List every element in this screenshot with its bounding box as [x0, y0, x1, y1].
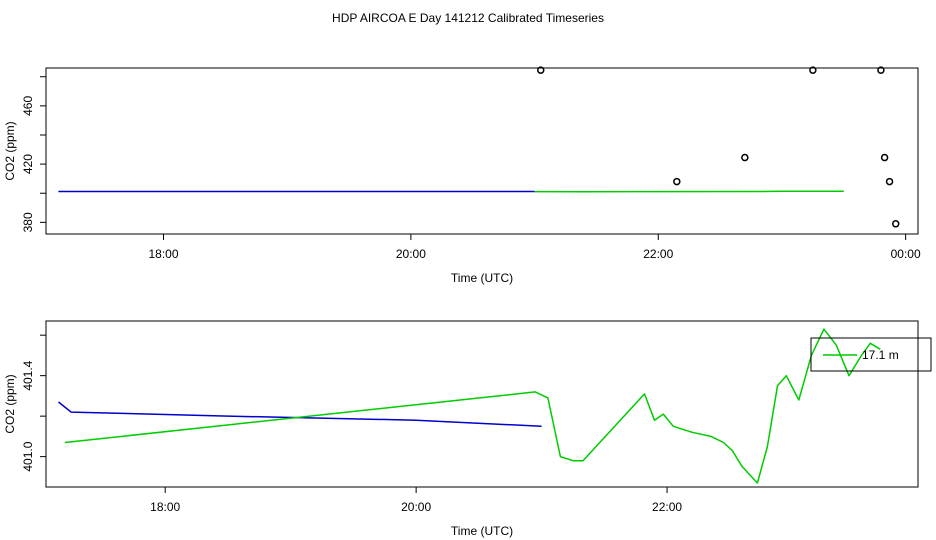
x-tick-label: 22:00	[652, 500, 682, 514]
x-tick-label: 18:00	[148, 247, 178, 261]
series-line-green	[534, 190, 844, 193]
panel-bottom: 17.1 m 18:00 20:00 22:00 401.0 401.4 Time (UTC…	[3, 320, 932, 538]
y-tick-label: 420	[21, 154, 35, 174]
x-axis-label: Time (UTC)	[451, 524, 513, 538]
y-axis-label: CO2 (ppm)	[3, 374, 17, 433]
data-point	[809, 66, 817, 74]
x-tick-label: 22:00	[643, 247, 673, 261]
x-tick-label: 20:00	[401, 500, 431, 514]
legend-label: 17.1 m	[862, 348, 899, 362]
legend: 17.1 m	[810, 337, 932, 372]
x-axis-label: Time (UTC)	[451, 271, 513, 285]
data-point	[880, 153, 889, 162]
figure-title: HDP AIRCOA E Day 141212 Calibrated Times…	[332, 11, 604, 25]
x-tick-label: 18:00	[150, 500, 180, 514]
y-tick-label: 380	[21, 212, 35, 232]
plot-frame	[45, 320, 919, 488]
y-tick-label: 401.0	[21, 441, 35, 471]
plot-frame	[45, 67, 919, 235]
series-line-blue	[58, 401, 542, 428]
y-tick-label: 460	[21, 96, 35, 116]
x-tick-label: 20:00	[396, 247, 426, 261]
data-point	[741, 153, 749, 162]
data-point	[673, 177, 681, 186]
data-point	[537, 66, 545, 74]
x-tick-label: 00:00	[891, 247, 921, 261]
legend-box	[810, 337, 932, 372]
y-tick-label: 401.4	[21, 360, 35, 390]
panel-top: 18:00 20:00 22:00 00:00 380 420 460 Time (UTC) C…	[3, 66, 921, 285]
data-point	[877, 66, 885, 74]
y-axis-label: CO2 (ppm)	[3, 121, 17, 180]
data-point	[885, 177, 894, 186]
series-line-green	[64, 328, 881, 484]
data-point	[891, 220, 900, 228]
